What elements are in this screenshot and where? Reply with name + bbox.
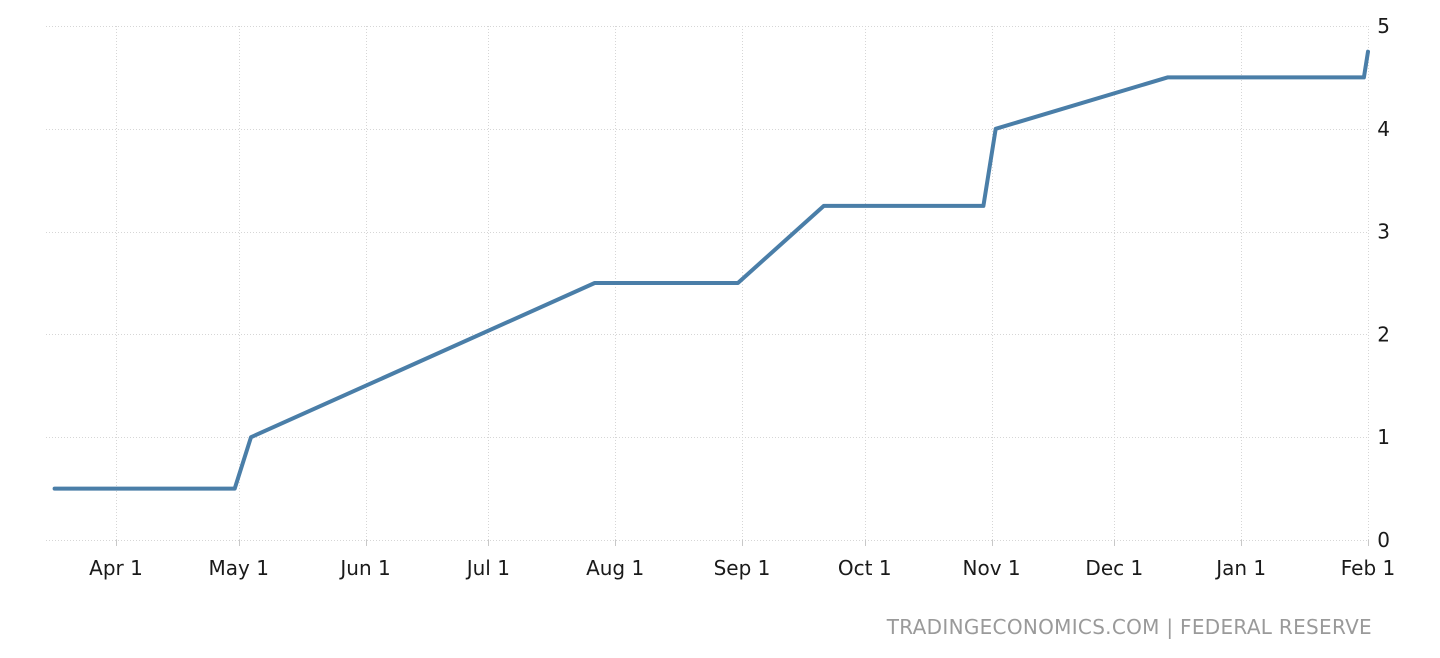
series-line	[52, 49, 1370, 491]
grid	[46, 26, 1369, 546]
source-credit: TRADINGECONOMICS.COM | FEDERAL RESERVE	[886, 615, 1372, 639]
x-tick-label: May 1	[209, 556, 269, 580]
y-tick-label: 5	[1377, 14, 1390, 38]
x-tick-label: Feb 1	[1341, 556, 1396, 580]
series-layer	[52, 49, 1370, 491]
y-tick-label: 2	[1377, 322, 1390, 346]
y-axis-labels: 0 1 2 3 4 5	[1377, 14, 1390, 552]
x-axis-labels: Apr 1 May 1 Jun 1 Jul 1 Aug 1 Sep 1 Oct 1 Nov 1…	[89, 556, 1395, 580]
x-tick-label: Apr 1	[89, 556, 143, 580]
y-tick-label: 4	[1377, 117, 1390, 141]
x-tick-label: Nov 1	[963, 556, 1021, 580]
x-tick-label: Dec 1	[1085, 556, 1143, 580]
x-tick-label: Jul 1	[465, 556, 510, 580]
x-tick-label: Sep 1	[714, 556, 771, 580]
x-tick-label: Jun 1	[338, 556, 390, 580]
x-tick-label: Aug 1	[586, 556, 644, 580]
y-tick-label: 1	[1377, 425, 1390, 449]
y-tick-label: 3	[1377, 220, 1390, 244]
x-tick-label: Jan 1	[1214, 556, 1266, 580]
x-tick-label: Oct 1	[838, 556, 892, 580]
y-tick-label: 0	[1377, 528, 1390, 552]
